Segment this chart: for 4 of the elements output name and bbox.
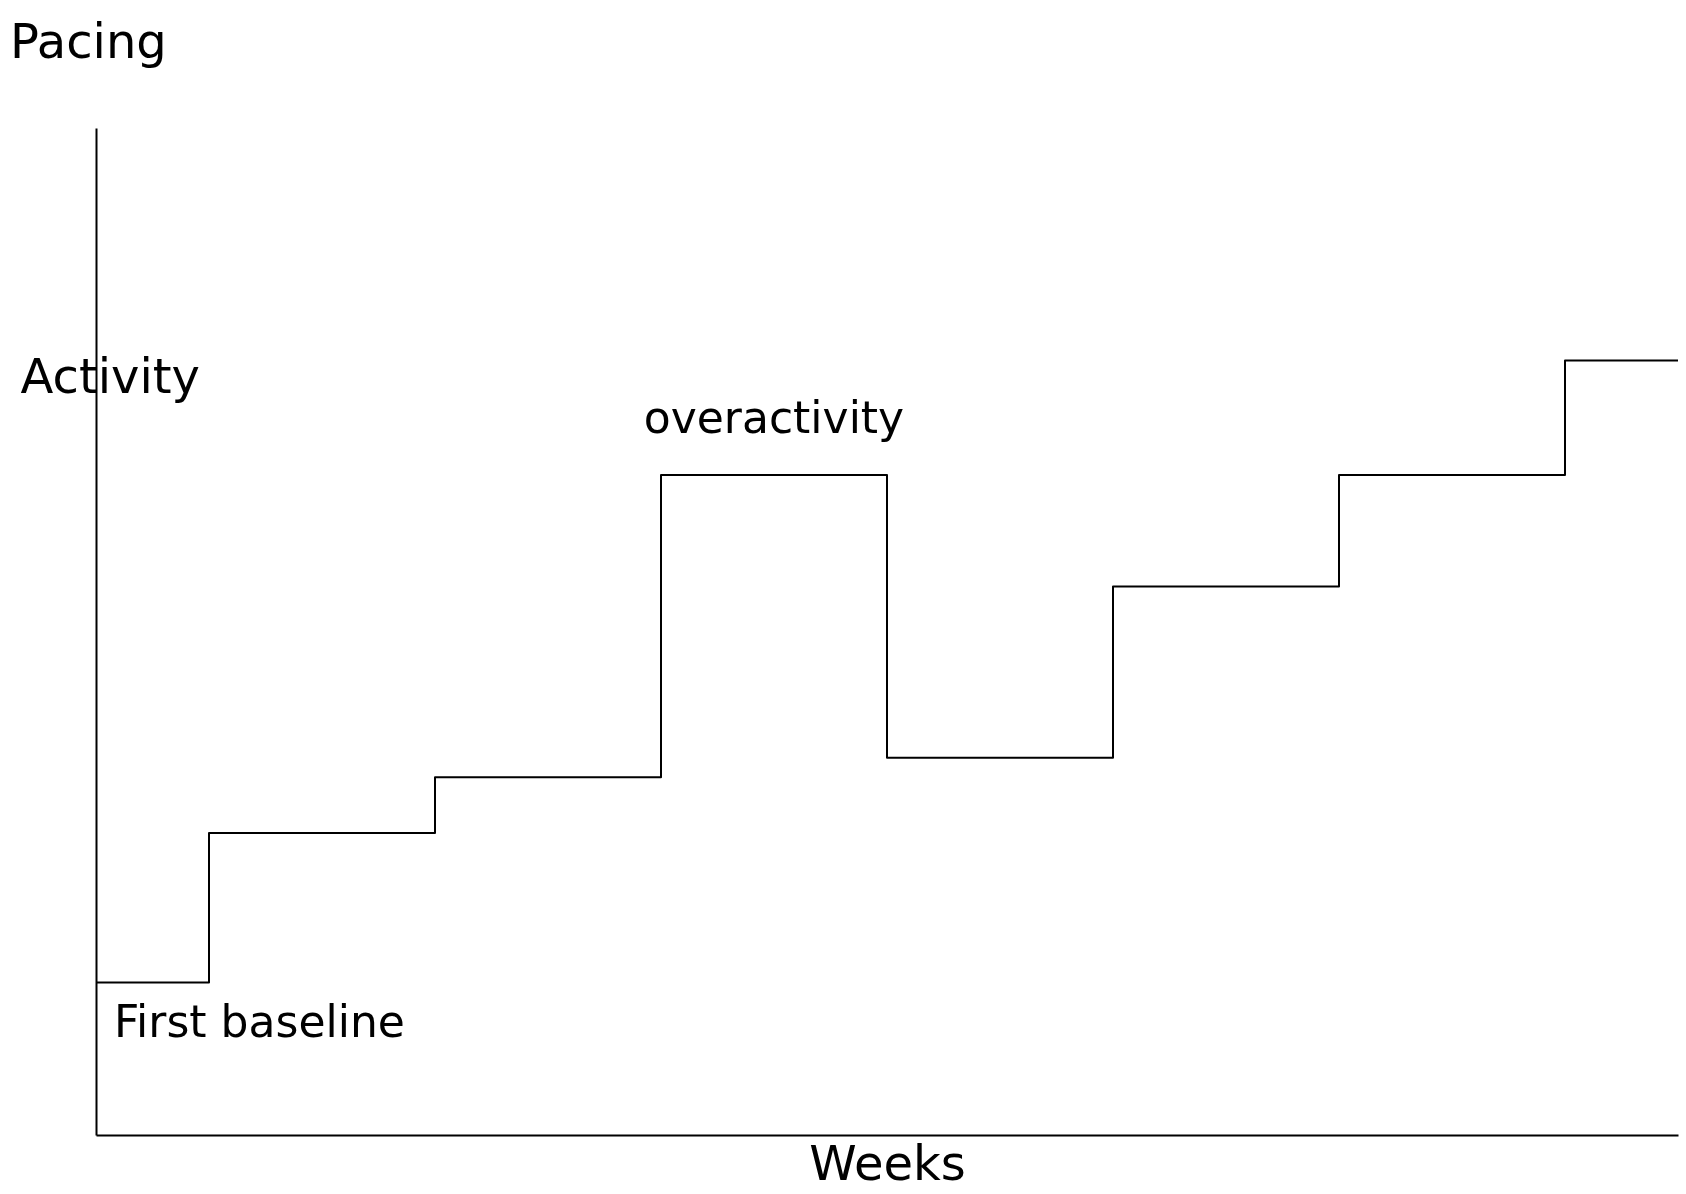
- x-axis-title: Weeks: [809, 1134, 966, 1191]
- annotation: overactivity: [643, 392, 905, 444]
- chart-title: Pacing: [10, 13, 167, 69]
- annotation: First baseline: [114, 996, 405, 1048]
